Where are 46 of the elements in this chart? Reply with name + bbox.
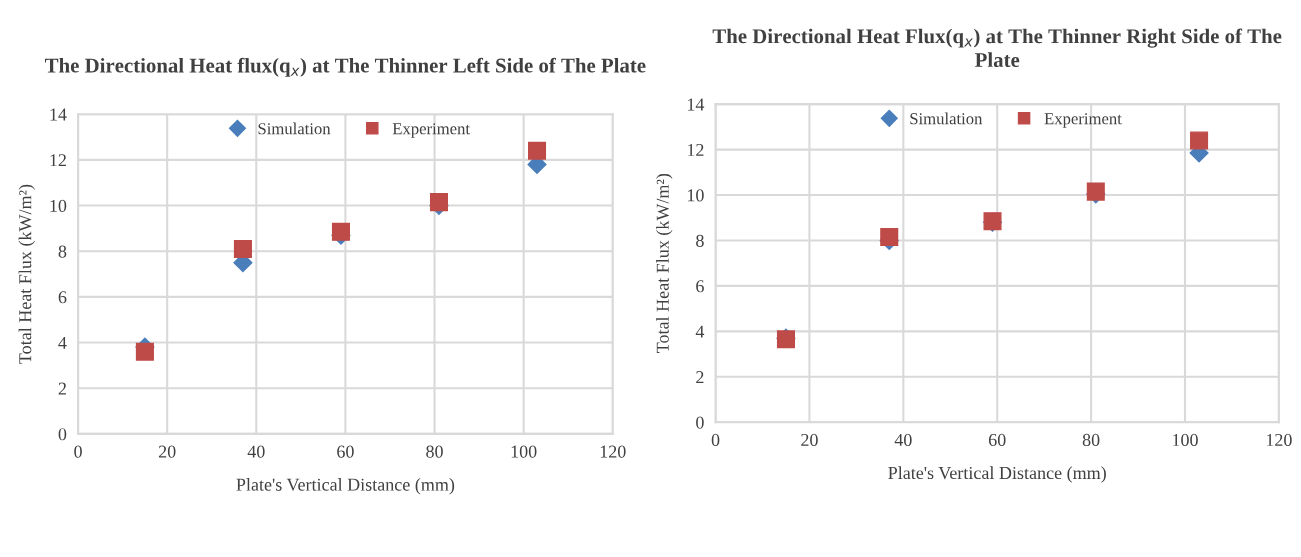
x-tick-label: 20 (801, 433, 818, 447)
x-tick-label: 120 (1266, 433, 1292, 447)
y-tick-label: 6 (696, 280, 704, 293)
x-tick-label: 120 (600, 445, 626, 458)
y-tick-label: 10 (687, 189, 704, 202)
x-tick-label: 100 (511, 445, 537, 458)
x-axis-title: Plate's Vertical Distance (mm) (888, 466, 1106, 483)
y-tick-label: 6 (58, 291, 67, 304)
y-tick-label: 2 (58, 382, 66, 395)
x-tick-label: 60 (988, 433, 1006, 447)
y-tick-label: 14 (687, 98, 705, 111)
y-tick-label: 8 (696, 234, 704, 247)
x-tick-label: 40 (894, 433, 912, 447)
x-tick-label: 100 (1173, 433, 1198, 447)
point (527, 141, 547, 160)
legend-label: Experiment (392, 123, 470, 138)
x-tick-label: 20 (158, 445, 176, 458)
point (331, 222, 350, 241)
chart-title: The Directional Heat Flux(q$_{x}$) at The Thinner Right Side of The Plate (712, 28, 1282, 68)
y-tick-label: 4 (58, 336, 67, 349)
x-axis-title: Plate's Vertical Distance (mm) (236, 478, 455, 495)
y-tick-label: 10 (50, 199, 67, 212)
y-tick-label: 0 (696, 416, 704, 429)
y-tick-label: 8 (58, 245, 67, 258)
point (1190, 131, 1209, 150)
y-tick-label: 2 (696, 371, 704, 384)
legend-label: Simulation (258, 122, 331, 135)
legend-label: Experiment (1044, 113, 1122, 128)
y-axis-title: Total Heat Flux (kW/m²) (18, 184, 35, 364)
x-tick-label: 80 (1082, 433, 1100, 447)
x-tick-label: 0 (711, 433, 720, 447)
chart-title: The Directional Heat flux(q$_{x}$) at The Thinner Left Side of The Plate (45, 57, 646, 77)
x-tick-label: 40 (247, 445, 265, 458)
x-tick-label: 80 (426, 445, 443, 458)
y-tick-label: 4 (695, 325, 705, 338)
point (429, 193, 449, 212)
legend-label: Simulation (910, 112, 983, 125)
x-tick-label: 0 (74, 445, 82, 458)
point (135, 342, 154, 361)
y-axis-title: Total Heat Flux (kW/m²) (656, 173, 673, 353)
y-tick-label: 12 (50, 154, 66, 167)
point (880, 228, 899, 247)
y-tick-label: 12 (687, 143, 704, 156)
point (233, 239, 252, 258)
y-tick-label: 14 (50, 108, 67, 121)
x-tick-label: 60 (337, 445, 354, 458)
